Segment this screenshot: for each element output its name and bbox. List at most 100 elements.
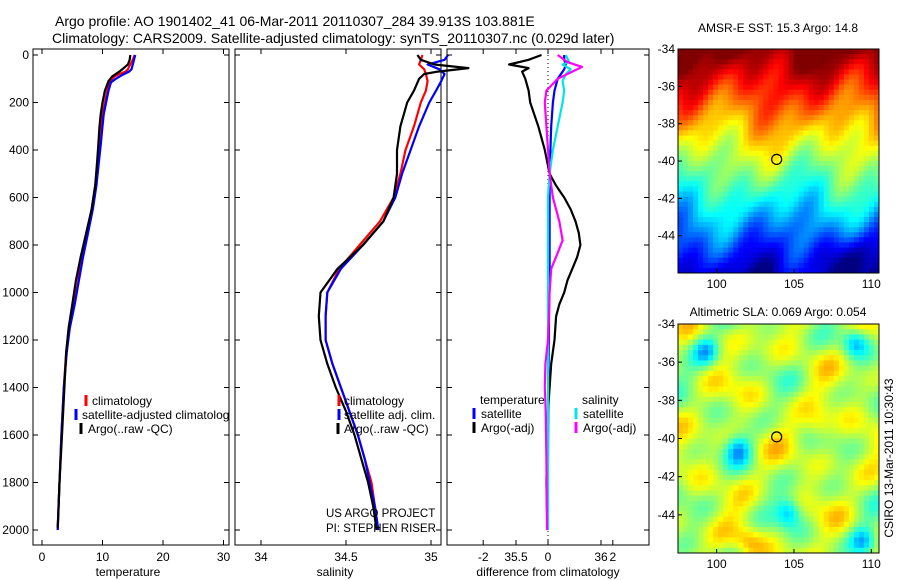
- map-cell: [858, 386, 865, 393]
- map-cell: [693, 125, 699, 131]
- map-cell: [818, 89, 825, 96]
- map-cell: [748, 125, 754, 131]
- map-cell: [703, 355, 709, 361]
- map-cell: [873, 537, 880, 543]
- map-cell: [683, 257, 689, 264]
- map-cell: [748, 196, 754, 203]
- map-cell: [843, 69, 850, 75]
- map-cell: [808, 526, 815, 533]
- map-cell: [738, 448, 744, 455]
- map-cell: [683, 391, 689, 398]
- map-cell: [768, 135, 774, 142]
- map-cell: [793, 120, 800, 126]
- map-cell: [843, 201, 850, 208]
- map-cell: [733, 222, 739, 228]
- map-cell: [688, 201, 694, 208]
- map-cell: [868, 344, 875, 351]
- map-cell: [718, 339, 724, 346]
- map-cell: [783, 412, 789, 419]
- map-cell: [818, 391, 825, 398]
- map-cell: [813, 150, 820, 157]
- map-cell: [863, 391, 870, 398]
- map-cell: [863, 334, 870, 341]
- map-cell: [728, 155, 734, 162]
- map-cell: [848, 227, 855, 233]
- map-cell: [798, 155, 805, 162]
- map-cell: [688, 506, 694, 512]
- map-cell: [808, 150, 815, 157]
- map-cell: [873, 469, 880, 476]
- map-cell: [733, 150, 739, 157]
- map-cell: [688, 344, 694, 351]
- map-cell: [718, 84, 724, 91]
- map-cell: [768, 386, 774, 393]
- map-cell: [683, 64, 689, 70]
- map-cell: [753, 145, 759, 152]
- map-cell: [838, 181, 845, 187]
- map-cell: [778, 99, 784, 106]
- map-cell: [743, 433, 749, 439]
- map-cell: [693, 145, 699, 152]
- map-cell: [678, 252, 684, 259]
- map-cell: [708, 89, 714, 96]
- map-cell: [748, 171, 754, 177]
- map-cell: [833, 247, 840, 254]
- map-cell: [798, 125, 805, 131]
- map-cell: [738, 135, 744, 142]
- map-cell: [703, 89, 709, 96]
- map-cell: [688, 542, 694, 549]
- map-cell: [713, 59, 719, 65]
- map-cell: [683, 490, 689, 497]
- map-cell: [708, 150, 714, 157]
- map-cell: [848, 110, 855, 116]
- map-cell: [803, 422, 810, 429]
- map-cell: [763, 181, 769, 187]
- map-cell: [723, 537, 729, 543]
- map-cell: [713, 344, 719, 351]
- map-cell: [818, 547, 825, 554]
- map-cell: [838, 176, 845, 182]
- map-cell: [853, 110, 860, 116]
- map-cell: [758, 474, 764, 481]
- map-cell: [748, 474, 754, 481]
- map-cell: [788, 64, 794, 70]
- map-cell: [833, 64, 840, 70]
- map-cell: [763, 242, 769, 248]
- map-cell: [823, 105, 830, 111]
- map-cell: [758, 206, 764, 213]
- map-cell: [708, 396, 714, 403]
- map-cell: [768, 480, 774, 486]
- map-cell: [853, 417, 860, 424]
- map-cell: [858, 79, 865, 86]
- map-cell: [778, 324, 784, 330]
- map-cell: [838, 110, 845, 116]
- map-cell: [758, 407, 764, 413]
- map-cell: [713, 376, 719, 382]
- map-cell: [738, 150, 744, 157]
- map-cell: [813, 428, 820, 434]
- map-cell: [728, 495, 734, 502]
- map-cell: [868, 217, 875, 223]
- map-cell: [728, 64, 734, 70]
- map-cell: [708, 252, 714, 259]
- map-cell: [813, 196, 820, 203]
- map-cell: [683, 217, 689, 223]
- map-cell: [863, 428, 870, 434]
- map-cell: [733, 495, 739, 502]
- map-cell: [753, 64, 759, 70]
- map-cell: [693, 262, 699, 269]
- map-cell: [778, 145, 784, 152]
- map-cell: [773, 267, 779, 274]
- map-cell: [803, 181, 810, 187]
- map-cell: [733, 140, 739, 147]
- map-cell: [813, 166, 820, 172]
- map-cell: [703, 339, 709, 346]
- map-cell: [823, 171, 830, 177]
- map-cell: [688, 422, 694, 429]
- map-cell: [788, 150, 794, 157]
- map-cell: [778, 422, 784, 429]
- map-cell: [853, 140, 860, 147]
- map-cell: [828, 130, 835, 136]
- map-cell: [803, 54, 810, 60]
- map-cell: [683, 115, 689, 121]
